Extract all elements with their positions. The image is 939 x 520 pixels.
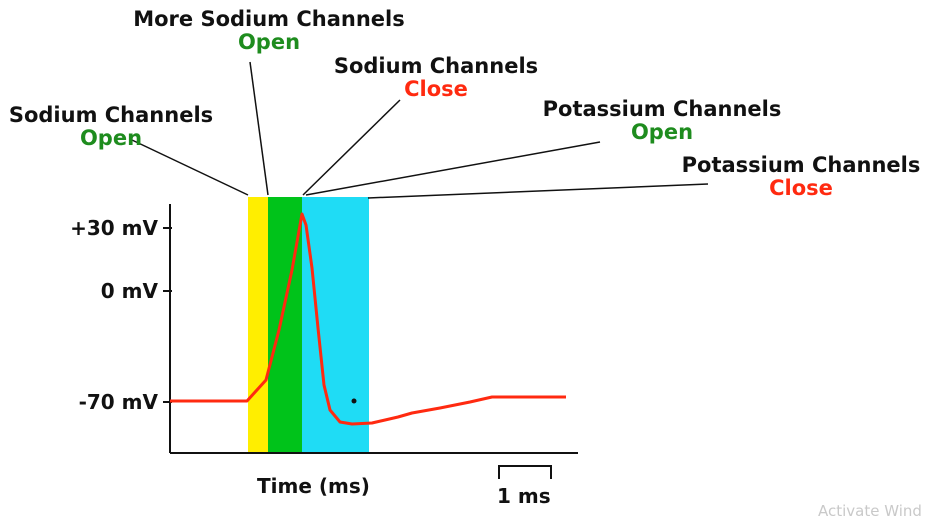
label-more-sodium-channels-open: More Sodium Channels Open xyxy=(124,8,414,54)
scale-bar xyxy=(498,465,552,479)
label-title: More Sodium Channels xyxy=(133,7,405,31)
leader-line-potassium-open xyxy=(305,141,601,196)
leader-line-more-sodium-open xyxy=(249,61,269,196)
x-axis-label: Time (ms) xyxy=(257,474,370,498)
label-state-open: Open xyxy=(237,30,301,54)
activate-windows-watermark: Activate Wind xyxy=(818,502,922,520)
label-state-open: Open xyxy=(630,120,694,144)
label-state-open: Open xyxy=(79,126,143,150)
leader-line-sodium-close xyxy=(302,99,401,196)
y-tick-label-zero: 0 mV xyxy=(100,279,158,303)
sodium-open-band xyxy=(248,197,268,453)
label-title: Sodium Channels xyxy=(8,103,214,127)
cursor-dot xyxy=(351,398,357,404)
y-tick-label-minus70: -70 mV xyxy=(78,390,158,414)
potassium-open-band xyxy=(302,197,369,453)
label-sodium-channels-close: Sodium Channels Close xyxy=(326,55,546,101)
scale-bar-label: 1 ms xyxy=(497,484,551,508)
label-state-close: Close xyxy=(769,176,833,200)
label-potassium-channels-open: Potassium Channels Open xyxy=(532,98,792,144)
label-title: Potassium Channels xyxy=(542,97,782,121)
label-state-close: Close xyxy=(404,77,468,101)
label-potassium-channels-close: Potassium Channels Close xyxy=(670,154,932,200)
membrane-potential-trace xyxy=(170,212,566,426)
label-sodium-channels-open: Sodium Channels Open xyxy=(4,104,218,150)
y-tick-label-plus30: +30 mV xyxy=(70,216,158,240)
leader-line-potassium-close xyxy=(367,183,709,199)
label-title: Sodium Channels xyxy=(333,54,539,78)
label-title: Potassium Channels xyxy=(681,153,921,177)
leader-line-sodium-open xyxy=(131,139,249,196)
